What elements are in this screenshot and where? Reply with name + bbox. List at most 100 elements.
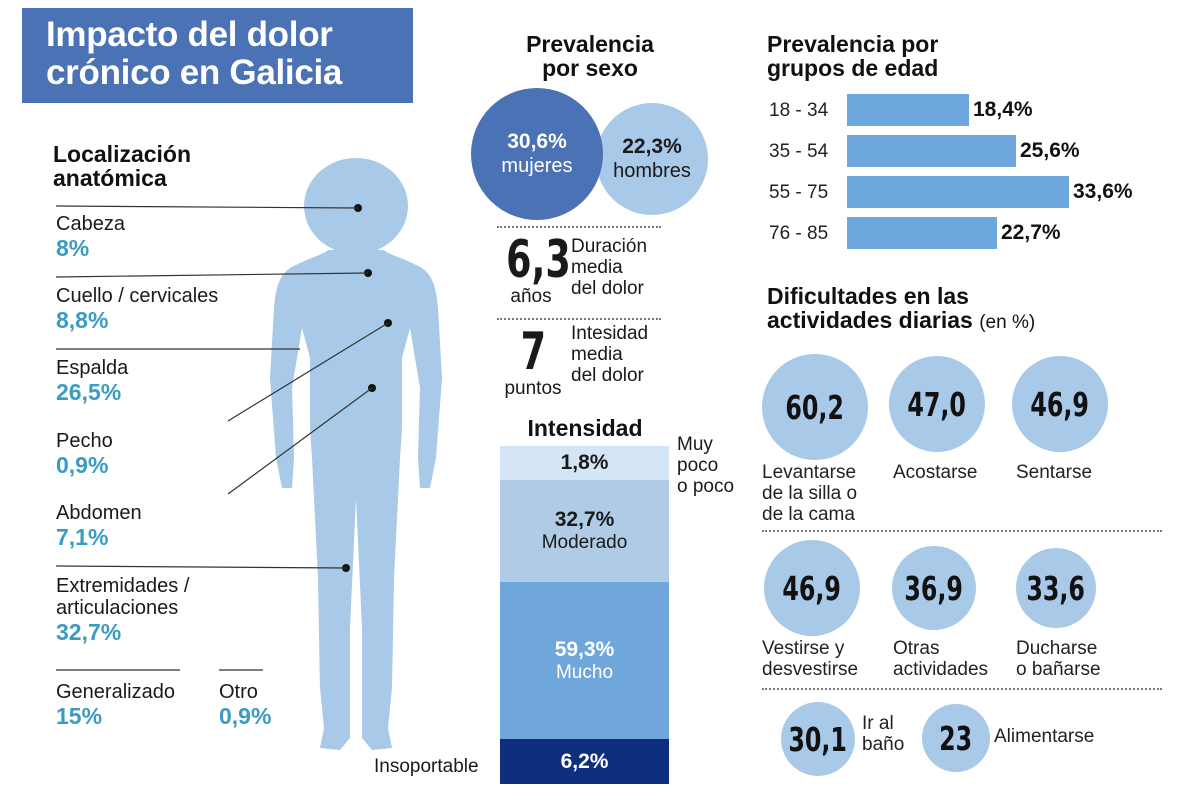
dif-value: 30,1 <box>788 719 848 759</box>
age-bar <box>847 176 1069 208</box>
dif-label-1: Sentarse <box>1016 462 1093 483</box>
age-bar-value-label: 25,6% <box>1020 139 1080 162</box>
loc-item-espalda: Espalda 26,5% <box>56 357 128 405</box>
dif-label: Alimentarse <box>994 726 1094 747</box>
muy-poco-label-2: poco <box>677 455 719 476</box>
intensidad-media-desc-3: del dolor <box>571 365 644 386</box>
dif-circle: 30,1 <box>781 702 855 776</box>
dif-circle: 23 <box>922 704 990 772</box>
duracion-value: 6,3 <box>506 230 571 290</box>
age-bar <box>847 135 1016 167</box>
dif-label: Ir al baño <box>862 713 904 755</box>
intensity-segment-muy-poco: 1,8% <box>500 446 669 480</box>
dif-value: 36,9 <box>904 568 964 608</box>
loc-name-line-2: articulaciones <box>56 597 179 619</box>
sexo-heading: Prevalencia por sexo <box>490 32 690 80</box>
dif-label-1: Alimentarse <box>994 726 1095 747</box>
segment-value: 59,3% <box>554 637 615 661</box>
duracion-desc-3: del dolor <box>571 278 644 299</box>
dif-label: Sentarse <box>1016 462 1092 483</box>
pointer-dot-pecho <box>368 384 376 392</box>
loc-item-generalizado: Generalizado 15% <box>56 681 175 729</box>
dif-circle: 33,6 <box>1016 548 1096 628</box>
dif-label: Acostarse <box>893 462 977 483</box>
loc-name-line-1: Extremidades / <box>56 575 190 597</box>
dif-label-1: Ir al <box>862 713 894 734</box>
muy-poco-label-1: Muy <box>677 434 713 455</box>
dif-label-2: de la silla o <box>762 483 858 504</box>
dif-value: 47,0 <box>907 384 967 424</box>
loc-value: 26,5% <box>56 379 122 405</box>
localizacion-heading-line-2: anatómica <box>53 165 167 191</box>
separator <box>762 688 1162 690</box>
title-line-1: Impacto del dolor <box>46 15 333 54</box>
sexo-heading-line-2: por sexo <box>542 55 638 81</box>
intensidad-media-desc-2: media <box>571 344 623 365</box>
loc-value: 7,1% <box>56 524 109 550</box>
hombres-circle: 22,3% hombres <box>596 103 708 215</box>
separator <box>497 318 661 320</box>
localizacion-heading-line-1: Localización <box>53 141 192 167</box>
loc-name: Otro <box>219 681 258 703</box>
intensidad-media-stat: 7 puntos <box>497 326 569 400</box>
dif-label-2: actividades <box>893 659 989 680</box>
dif-label: Vestirse y desvestirse <box>762 638 858 680</box>
duracion-desc: Duración media del dolor <box>571 236 647 299</box>
muy-poco-label-3: o poco <box>677 476 735 497</box>
age-category-label: 18 - 34 <box>769 100 829 121</box>
loc-name: Cabeza <box>56 213 125 235</box>
intensidad-media-unit: puntos <box>504 378 562 399</box>
loc-value: 32,7% <box>56 619 122 645</box>
age-bar-chart: 18 - 34 18,4% 35 - 54 25,6% 55 - 75 33,6% 76 -… <box>767 94 1167 258</box>
dif-label-2: desvestirse <box>762 659 859 680</box>
dif-label-1: Otras <box>893 638 940 659</box>
age-category-label: 55 - 75 <box>769 182 829 203</box>
dif-circle: 46,9 <box>764 540 860 636</box>
loc-item-cuello: Cuello / cervicales 8,8% <box>56 285 218 333</box>
age-bar-value-label: 18,4% <box>973 98 1033 121</box>
loc-value: 0,9% <box>219 703 272 729</box>
title-box: Impacto del dolor crónico en Galicia <box>22 8 413 103</box>
intensidad-heading: Intensidad <box>527 415 643 441</box>
intensity-stacked-bar: 1,8% 32,7% Moderado 59,3% Mucho 6,2% <box>500 446 669 784</box>
dif-value: 60,2 <box>785 387 845 427</box>
dif-label-1: Levantarse <box>762 462 857 483</box>
muy-poco-label: Muy poco o poco <box>677 434 734 497</box>
loc-name: Cuello / cervicales <box>56 285 219 307</box>
duracion-unit: años <box>510 286 552 307</box>
dif-circle: 60,2 <box>762 354 868 460</box>
loc-value: 8% <box>56 235 90 261</box>
dif-label: Ducharse o bañarse <box>1016 638 1101 680</box>
loc-item-pecho: Pecho 0,9% <box>56 430 113 478</box>
dificultades-grid: 60,2 Levantarse de la silla o de la cama 4… <box>750 340 1180 785</box>
dif-value: 46,9 <box>782 568 842 608</box>
dif-label-1: Vestirse y <box>762 638 845 659</box>
loc-item-abdomen: Abdomen 7,1% <box>56 502 142 550</box>
pointer-dot-cuello <box>364 269 372 277</box>
localizacion-heading: Localización anatómica <box>53 142 191 190</box>
pointer-dot-espalda <box>384 319 392 327</box>
edad-heading-line-1: Prevalencia por <box>767 31 939 57</box>
loc-name: Espalda <box>56 357 129 379</box>
dif-value: 23 <box>939 718 973 758</box>
hombres-label: hombres <box>613 160 691 182</box>
title-line-2: crónico en Galicia <box>46 53 343 92</box>
segment-value: 6,2% <box>560 749 609 773</box>
hombres-value: 22,3% <box>622 135 682 158</box>
intensity-segment-insoportable: 6,2% <box>500 739 669 784</box>
intensidad-media-desc-1: Intesidad <box>571 323 649 344</box>
segment-value: 32,7% <box>554 508 615 531</box>
insoportable-label: Insoportable <box>374 756 479 777</box>
dif-label: Levantarse de la silla o de la cama <box>762 462 857 525</box>
dif-circle: 36,9 <box>892 546 976 630</box>
loc-item-extremidades: Extremidades / articulaciones 32,7% <box>56 575 189 645</box>
edad-heading-line-2: grupos de edad <box>767 55 939 81</box>
intensity-segment-mucho: 59,3% Mucho <box>500 582 669 739</box>
separator <box>497 226 661 228</box>
dificultades-suffix: (en %) <box>979 312 1036 333</box>
human-body-figure <box>270 158 442 750</box>
dif-value: 46,9 <box>1030 384 1090 424</box>
loc-name: Generalizado <box>56 681 175 703</box>
pointer-dot-extremidades <box>342 564 350 572</box>
mujeres-circle: 30,6% mujeres <box>471 88 603 220</box>
